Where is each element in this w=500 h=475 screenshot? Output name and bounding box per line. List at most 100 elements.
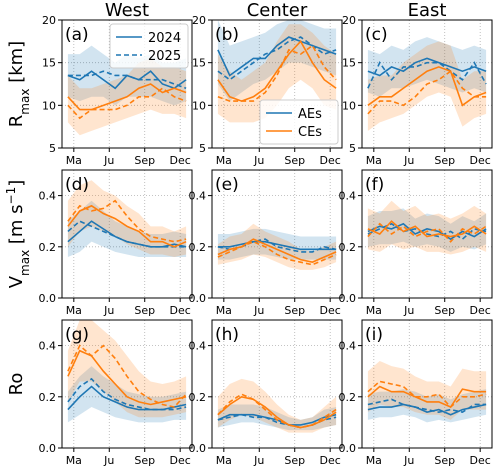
x-tick-label: Sep [284,454,305,467]
x-tick-label: Ju [403,454,414,467]
y-axis-label: Ro [6,373,27,396]
plot-frame [61,319,193,449]
legend-label: CEs [298,125,322,140]
y-tick-label: 0.4 [189,340,207,353]
panel-label: (b) [215,25,239,45]
x-tick-label: Ma [66,304,82,317]
y-tick-label: 0.0 [189,442,207,455]
x-tick-label: Sep [434,304,455,317]
x-tick-label: Sep [434,154,455,167]
plot-frame [211,19,343,149]
legend-label: AEs [298,107,322,122]
x-tick-label: Ju [103,454,114,467]
plot-frame [61,169,193,299]
series-line [67,87,187,120]
series-line [217,240,337,266]
y-axis-label-part: R [6,115,27,128]
column-title: West [105,0,149,21]
y-tick-label: 0.0 [39,292,57,305]
series-line [67,349,187,406]
x-tick-label: Ma [366,454,382,467]
range-band [217,223,337,270]
plot-frame [361,19,493,149]
legend-box [109,23,189,69]
range-band [367,200,487,255]
series-line [367,380,487,409]
x-tick-label: Dec [170,304,191,317]
panel: Ma Ju Sep Dec 0.0 0.2 0.4 (f) [339,169,493,317]
y-axis-label-part: [m s [6,204,27,249]
y-tick-label: 20 [192,14,206,27]
x-tick-label: Ju [103,304,114,317]
panel: Ma Ju Sep Dec 0.0 0.2 0.4 (d) Vmax [m s−1] [4,169,193,317]
y-tick-label: 20 [42,14,56,27]
series-line [367,222,487,243]
y-tick-label: 5 [49,142,56,155]
y-tick-label: 0.2 [339,391,357,404]
y-tick-label: 10 [42,99,56,112]
y-axis-label-part: ] [6,180,27,187]
x-tick-label: Ju [103,154,114,167]
y-tick-label: 0.2 [189,391,207,404]
y-axis-label-part: [km] [6,41,27,89]
x-tick-label: Sep [284,304,305,317]
x-tick-label: Ju [253,154,264,167]
panel-label: (c) [365,25,388,45]
x-tick-label: Ma [216,154,232,167]
panel-label: (h) [215,325,239,345]
panel: Ma Ju Sep Dec 0.0 0.2 0.4 (e) [189,169,343,317]
x-tick-label: Ma [366,154,382,167]
x-tick-label: Sep [134,304,155,317]
series-line [367,220,487,238]
column-title: East [408,0,447,21]
y-tick-label: 10 [192,99,206,112]
panel-label: (g) [65,325,89,345]
panel-label: (f) [365,175,384,195]
y-tick-label: 5 [199,142,206,155]
y-axis-label-part: V [6,275,27,288]
plot-frame [211,169,343,299]
y-axis-label-part: −1 [4,187,18,205]
y-tick-label: 0.2 [39,391,57,404]
x-tick-label: Dec [320,304,341,317]
series-line [217,413,337,429]
panel-label: (e) [215,175,239,195]
series-line [367,398,487,414]
x-tick-label: Ma [66,454,82,467]
series-line [367,222,487,241]
x-tick-label: Sep [434,454,455,467]
range-band [217,24,337,123]
range-band [367,41,487,131]
y-tick-label: 0.4 [339,190,357,203]
y-tick-label: 15 [42,57,56,70]
y-tick-label: 0.0 [339,442,357,455]
series-line [217,36,337,77]
x-tick-label: Sep [134,154,155,167]
series-line [367,57,487,77]
y-tick-label: 0.4 [189,190,207,203]
series-line [67,204,187,248]
plot-frame [61,19,193,149]
y-axis-label-part: max [18,250,32,276]
series-line [367,403,487,416]
series-line [67,344,187,408]
x-tick-label: Ju [253,304,264,317]
series-line [217,36,337,81]
x-tick-label: Sep [284,154,305,167]
range-band [67,200,187,258]
series-line [67,377,187,411]
series-line [367,70,487,115]
series-line [67,70,187,90]
panel: Ma Ju Sep Dec 0.0 0.2 0.4 (g) Ro [6,319,193,467]
x-tick-label: Dec [320,154,341,167]
plot-frame [361,169,493,299]
y-axis-label: Vmax [m s−1] [4,180,32,289]
y-tick-label: 0.4 [39,190,57,203]
range-band [217,20,337,102]
y-tick-label: 20 [342,14,356,27]
x-tick-label: Dec [320,454,341,467]
y-tick-label: 0.0 [39,442,57,455]
x-tick-label: Ma [66,154,82,167]
series-line [217,39,337,102]
x-tick-label: Dec [470,304,491,317]
